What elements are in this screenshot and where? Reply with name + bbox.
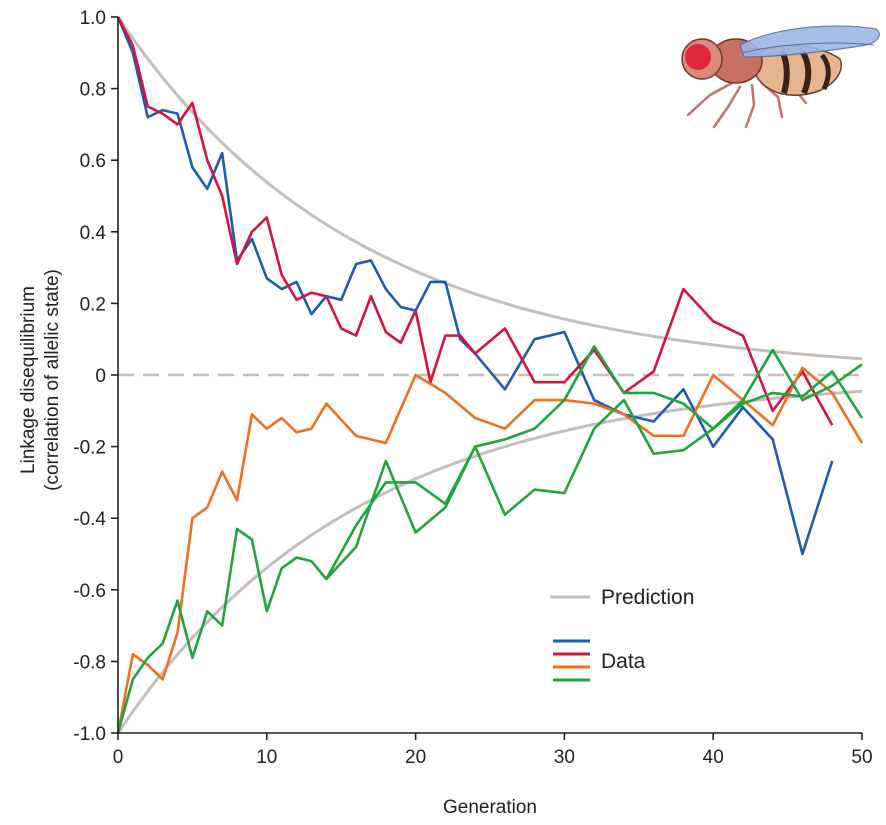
y-tick-label: 0.2	[80, 294, 106, 315]
data-series-2	[116, 16, 834, 426]
x-tick-label: 20	[405, 747, 426, 768]
x-axis-title: Generation	[443, 797, 537, 818]
x-tick-label: 0	[113, 747, 124, 768]
y-tick-label: -1.0	[73, 724, 106, 745]
x-tick-label: 50	[851, 747, 872, 768]
legend-label-prediction: Prediction	[601, 586, 694, 609]
y-tick-label: 0	[95, 366, 106, 387]
y-axis-title-line2: (correlation of allelic state)	[42, 269, 63, 491]
y-axis-title-line1: Linkage disequilibrium	[18, 286, 39, 474]
data-series	[116, 16, 864, 734]
y-axis-title: Linkage disequilibrium (correlation of al…	[18, 269, 63, 491]
data-series-1	[116, 16, 834, 556]
y-tick-label: 0.6	[80, 151, 106, 172]
prediction-curve-positive	[116, 16, 863, 361]
prediction-curves	[116, 16, 863, 734]
data-series-4	[116, 348, 863, 734]
y-tick-label: 1.0	[80, 8, 106, 29]
y-tick-label: 0.4	[80, 223, 107, 244]
legend-label-data: Data	[601, 650, 646, 673]
data-series-5	[325, 345, 864, 580]
fruit-fly-icon	[681, 25, 880, 129]
legend: Prediction Data	[550, 586, 694, 682]
prediction-curve-negative	[116, 389, 863, 734]
axes: -1.0 -0.8 -0.6 -0.4 -0.2 0 0.2 0.4 0.6 0.8 1.0 0 10 2…	[18, 8, 873, 818]
y-tick-label: -0.4	[73, 509, 106, 530]
x-tick-label: 40	[703, 747, 724, 768]
y-tick-label: 0.8	[80, 80, 106, 101]
y-tick-label: -0.8	[73, 652, 106, 673]
y-tick-label: -0.2	[73, 438, 106, 459]
data-series-3	[116, 366, 864, 734]
x-tick-label: 30	[554, 747, 575, 768]
y-tick-label: -0.6	[73, 581, 106, 602]
x-tick-label: 10	[256, 747, 277, 768]
